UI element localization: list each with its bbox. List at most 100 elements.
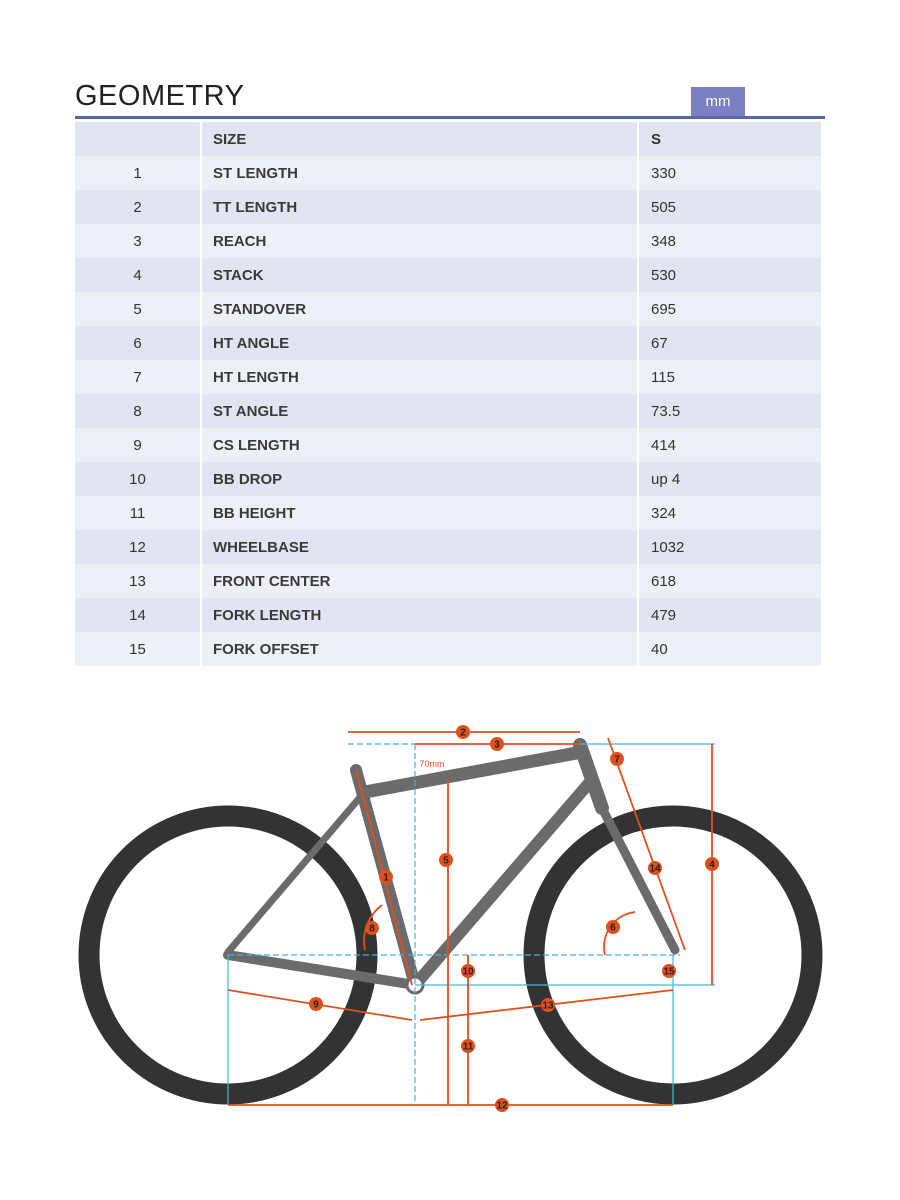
cell-num: 4: [75, 258, 200, 292]
cell-label: FRONT CENTER: [202, 564, 637, 598]
top-tube: [358, 745, 589, 799]
table-row: 1 ST LENGTH 330: [75, 156, 821, 190]
table-row: 7 HT LENGTH 115: [75, 360, 821, 394]
cell-value: up 4: [639, 462, 821, 496]
table-row: 11 BB HEIGHT 324: [75, 496, 821, 530]
table-row: 12 WHEELBASE 1032: [75, 530, 821, 564]
cell-label: CS LENGTH: [202, 428, 637, 462]
dimension-badge-label: 3: [494, 740, 500, 751]
header-label: SIZE: [202, 122, 637, 156]
cell-label: STACK: [202, 258, 637, 292]
chainstay: [223, 950, 420, 990]
cell-num: 8: [75, 394, 200, 428]
cell-num: 13: [75, 564, 200, 598]
cell-num: 10: [75, 462, 200, 496]
cell-value: 324: [639, 496, 821, 530]
cell-label: BB DROP: [202, 462, 637, 496]
dimension-badge-label: 9: [313, 1000, 319, 1011]
unit-badge: mm: [691, 87, 745, 117]
dimension-badge-label: 13: [542, 1001, 554, 1012]
cell-num: 3: [75, 224, 200, 258]
cell-num: 9: [75, 428, 200, 462]
cell-value: 695: [639, 292, 821, 326]
seatstay: [224, 791, 366, 956]
table-row: 6 HT ANGLE 67: [75, 326, 821, 360]
cell-value: 530: [639, 258, 821, 292]
cell-label: STANDOVER: [202, 292, 637, 326]
table-row: 5 STANDOVER 695: [75, 292, 821, 326]
cell-label: HT LENGTH: [202, 360, 637, 394]
cell-num: 2: [75, 190, 200, 224]
cell-label: REACH: [202, 224, 637, 258]
geometry-table: SIZE S 1 ST LENGTH 330 2 TT LENGTH 505 3 REACH 3…: [73, 122, 823, 666]
table-row: 10 BB DROP up 4: [75, 462, 821, 496]
dimension-badge-label: 12: [496, 1101, 508, 1112]
cell-value: 40: [639, 632, 821, 666]
cell-num: 11: [75, 496, 200, 530]
table-row: 2 TT LENGTH 505: [75, 190, 821, 224]
cell-value: 618: [639, 564, 821, 598]
table-row: 3 REACH 348: [75, 224, 821, 258]
dimension-badge-label: 4: [709, 860, 715, 871]
dimension-badge: [309, 997, 323, 1011]
table-row: 8 ST ANGLE 73.5: [75, 394, 821, 428]
cell-value: 348: [639, 224, 821, 258]
frame: [223, 738, 680, 995]
cell-label: WHEELBASE: [202, 530, 637, 564]
dimension-badge-label: 2: [460, 728, 466, 739]
cell-value: 414: [639, 428, 821, 462]
dimension-badge: [662, 964, 676, 978]
page-title: GEOMETRY: [75, 80, 245, 112]
cell-value: 67: [639, 326, 821, 360]
dimension-badge: [379, 870, 393, 884]
cell-num: 5: [75, 292, 200, 326]
dimension-badge: [541, 998, 555, 1012]
cell-value: 73.5: [639, 394, 821, 428]
cell-value: 479: [639, 598, 821, 632]
dimension-badge: [461, 1039, 475, 1053]
cell-value: 115: [639, 360, 821, 394]
cell-label: ST ANGLE: [202, 394, 637, 428]
cell-label: TT LENGTH: [202, 190, 637, 224]
cell-num: 14: [75, 598, 200, 632]
table-header-row: SIZE S: [75, 122, 821, 156]
dimension-badge-label: 7: [614, 755, 620, 766]
dimension-badge: [606, 920, 620, 934]
cell-label: BB HEIGHT: [202, 496, 637, 530]
title-rule: [75, 116, 825, 119]
dimension-badge-label: 10: [462, 967, 474, 978]
offset-label: 70mm: [419, 759, 444, 769]
dimension-badge-label: 6: [610, 923, 616, 934]
header-num: [75, 122, 200, 156]
cell-value: 1032: [639, 530, 821, 564]
fork: [597, 803, 680, 955]
dimension-badge: [456, 725, 470, 739]
dimension-badge: [461, 964, 475, 978]
cell-value: 505: [639, 190, 821, 224]
dimension-badge: [439, 853, 453, 867]
table-row: 15 FORK OFFSET 40: [75, 632, 821, 666]
cell-num: 12: [75, 530, 200, 564]
dimension-badge: [610, 752, 624, 766]
dimension-badge-label: 5: [443, 856, 449, 867]
cell-label: HT ANGLE: [202, 326, 637, 360]
cell-num: 15: [75, 632, 200, 666]
cell-num: 7: [75, 360, 200, 394]
dimension-badge-label: 1: [383, 873, 389, 884]
dimension-badge: [490, 737, 504, 751]
table-row: 14 FORK LENGTH 479: [75, 598, 821, 632]
dimension-badge: [495, 1098, 509, 1112]
dimension-badge-label: 11: [463, 1042, 474, 1053]
table-row: 9 CS LENGTH 414: [75, 428, 821, 462]
cell-num: 6: [75, 326, 200, 360]
dimension-badge-label: 15: [663, 967, 675, 978]
cell-label: ST LENGTH: [202, 156, 637, 190]
dimension-badge-label: 8: [369, 924, 375, 935]
header-value: S: [639, 122, 821, 156]
cell-value: 330: [639, 156, 821, 190]
head-tube: [573, 738, 609, 815]
cell-label: FORK LENGTH: [202, 598, 637, 632]
cell-label: FORK OFFSET: [202, 632, 637, 666]
